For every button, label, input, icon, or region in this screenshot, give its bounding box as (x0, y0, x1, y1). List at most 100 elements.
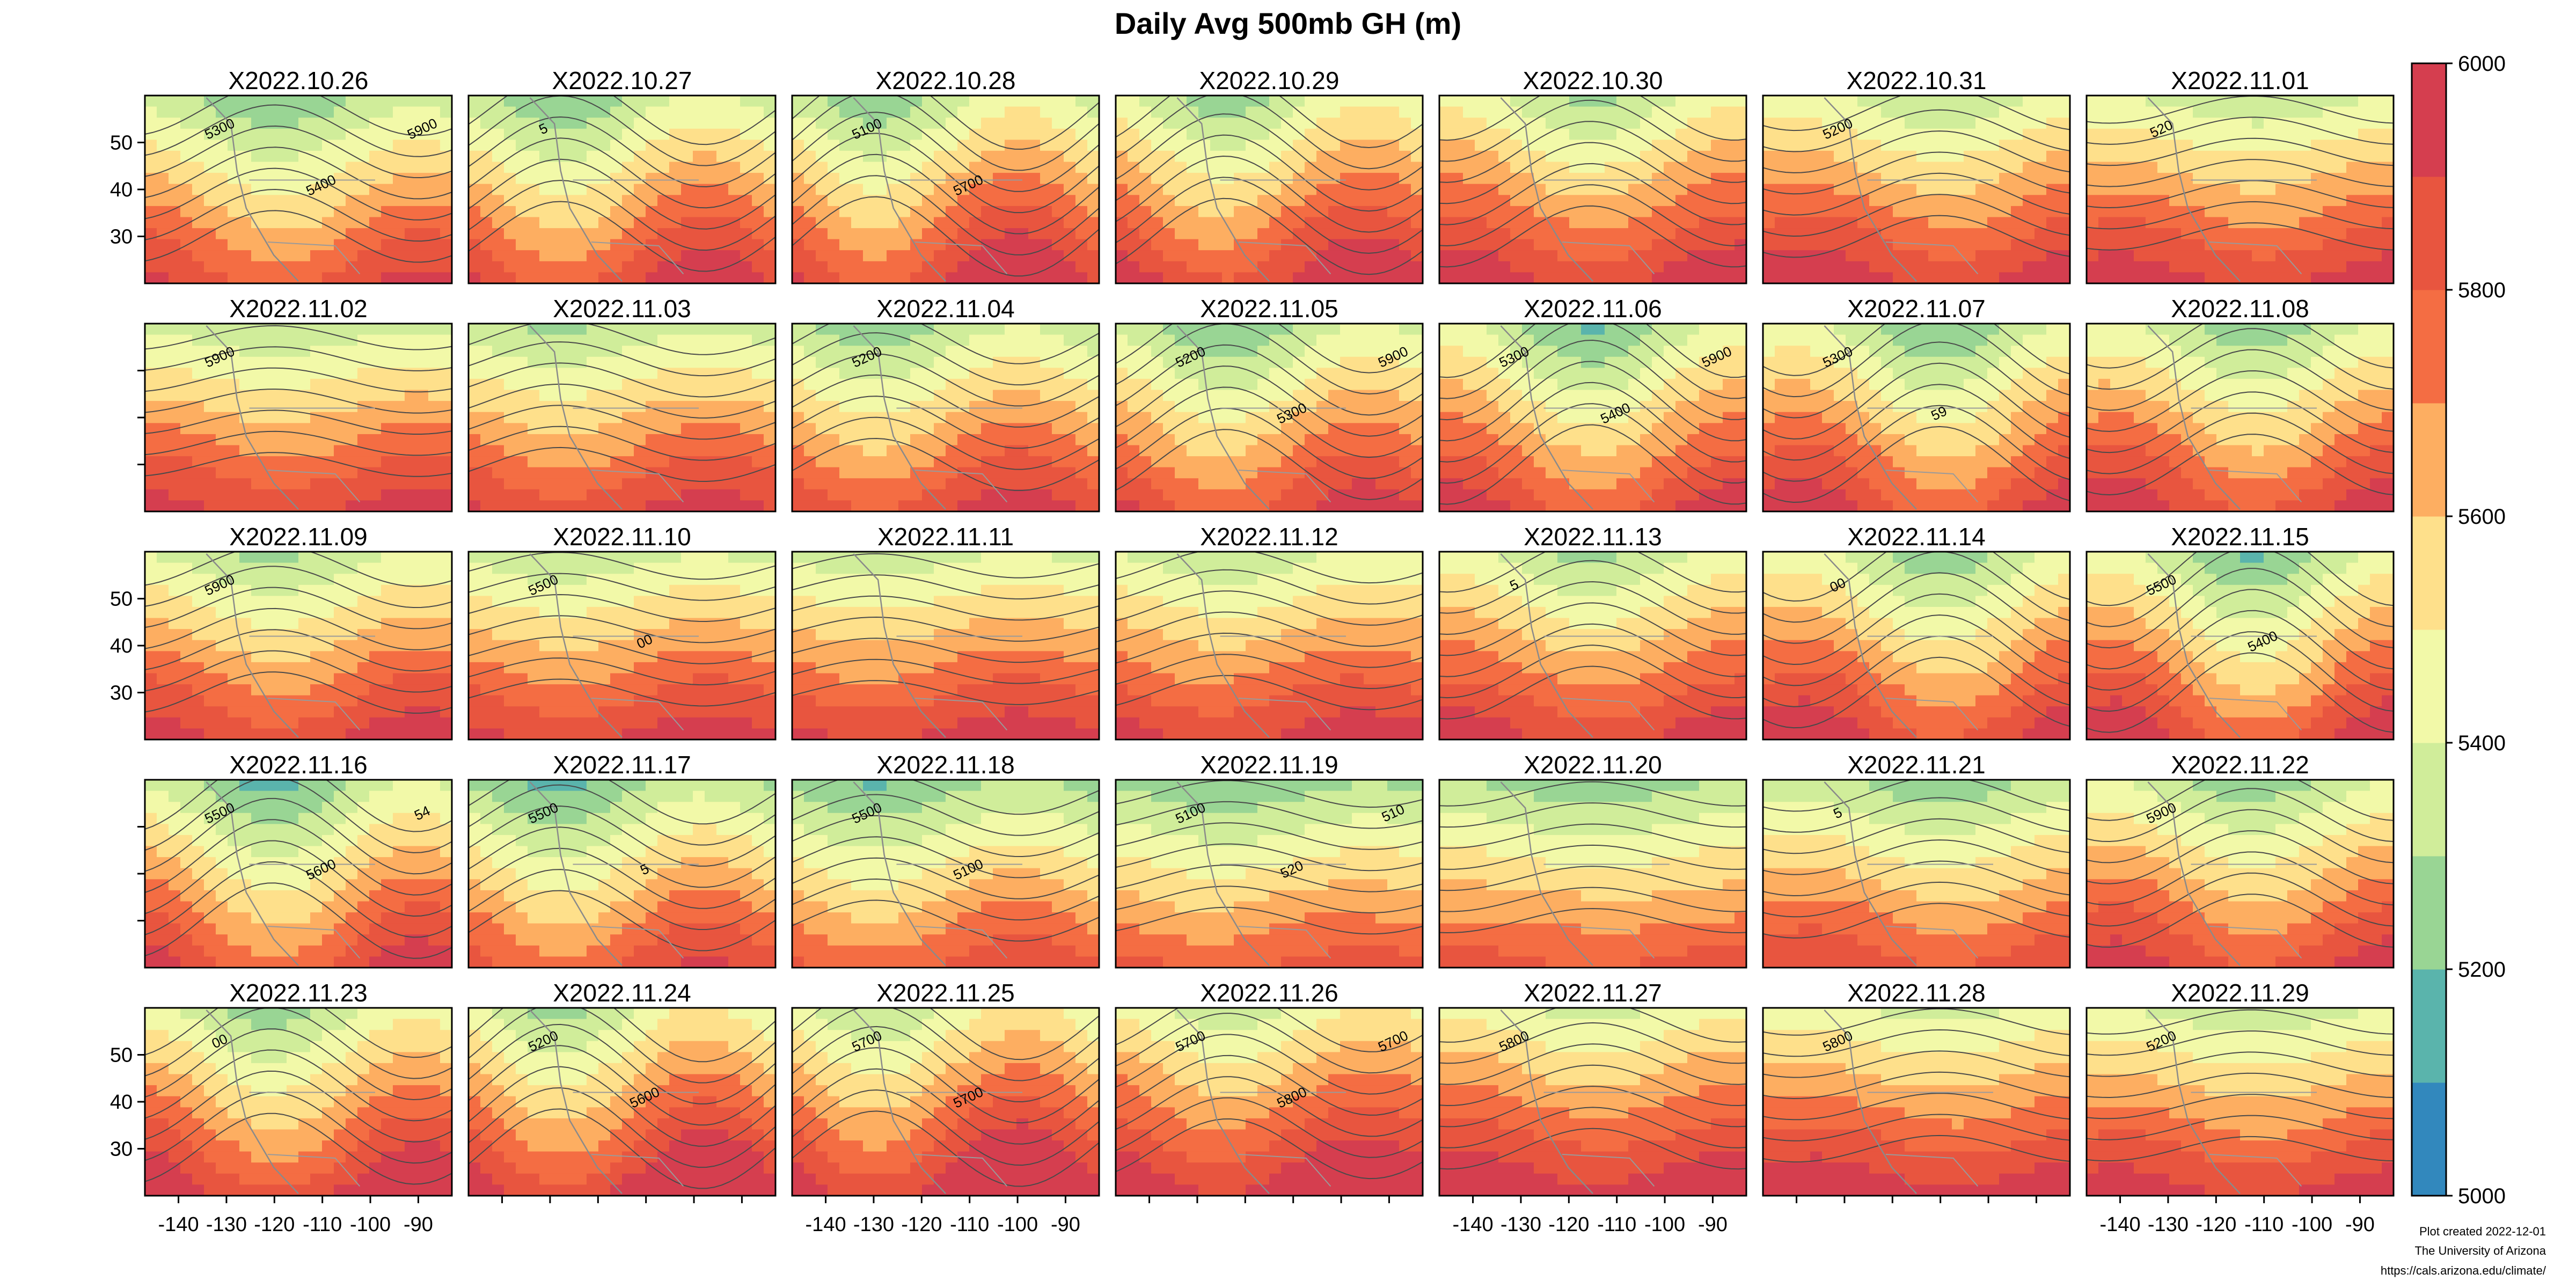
field-cell (381, 173, 393, 185)
field-cell (1735, 162, 1746, 173)
field-cell (2311, 272, 2323, 283)
field-cell (1546, 173, 1558, 185)
field-cell (192, 239, 204, 251)
field-cell (2110, 206, 2123, 218)
field-cell (740, 334, 752, 346)
field-cell (1534, 96, 1546, 107)
field-cell (1411, 173, 1423, 185)
field-cell (1028, 173, 1041, 185)
field-cell (1510, 128, 1523, 140)
field-cell (1399, 162, 1411, 173)
contour-line (1439, 163, 1746, 225)
field-cell (334, 500, 346, 511)
field-cell (969, 378, 982, 391)
field-cell (2023, 96, 2035, 107)
field-cell (563, 272, 575, 283)
field-cell (504, 423, 516, 435)
field-cell (1399, 324, 1411, 335)
field-cell (816, 334, 828, 346)
field-cell (381, 184, 393, 195)
field-cell (1222, 478, 1234, 490)
field-cell (239, 162, 252, 173)
field-cell (2205, 250, 2217, 262)
field-cell (1881, 150, 1893, 163)
field-cell (2011, 140, 2023, 151)
field-cell (839, 118, 852, 129)
field-cell (1293, 467, 1305, 479)
field-cell (1399, 217, 1411, 229)
field-cell (369, 456, 382, 468)
field-cell (922, 217, 934, 229)
field-cell (1064, 434, 1076, 446)
field-cell (239, 261, 252, 273)
field-cell (1151, 150, 1163, 163)
field-cell (728, 162, 741, 173)
field-cell (1664, 184, 1676, 195)
field-cell (416, 162, 429, 173)
field-cell (1987, 228, 2000, 240)
field-cell (851, 456, 863, 468)
field-cell (981, 434, 993, 446)
field-cell (1222, 445, 1234, 457)
field-cell (393, 228, 405, 240)
field-cell (145, 228, 157, 240)
field-cell (310, 390, 323, 401)
field-cell (2087, 184, 2099, 195)
field-cell (169, 239, 181, 251)
field-cell (2287, 272, 2300, 283)
field-cell (204, 434, 216, 446)
field-cell (145, 184, 157, 195)
field-cell (1222, 106, 1234, 118)
contour-line (792, 133, 1099, 214)
field-cell (1881, 173, 1893, 185)
field-cell (2058, 272, 2070, 283)
field-cell (1711, 206, 1723, 218)
field-cell (563, 217, 575, 229)
field-cell (416, 228, 429, 240)
field-cell (2169, 106, 2182, 118)
field-cell (1269, 272, 1282, 283)
field-cell (1498, 162, 1511, 173)
field-cell (922, 445, 934, 457)
field-cell (1364, 500, 1376, 511)
field-cell (693, 206, 705, 218)
field-cell (622, 500, 634, 511)
field-cell (1293, 96, 1305, 107)
field-cell (440, 162, 452, 173)
field-cell (239, 173, 252, 185)
field-cell (145, 390, 157, 401)
field-cell (2370, 272, 2382, 283)
field-cell (792, 162, 804, 173)
field-cell (1399, 489, 1411, 501)
field-cell (1763, 128, 1775, 140)
field-cell (1293, 261, 1305, 273)
field-cell (792, 195, 804, 207)
field-cell (440, 261, 452, 273)
field-cell (792, 401, 804, 413)
field-cell (1916, 217, 1929, 229)
field-cell (1005, 96, 1017, 107)
field-cell (539, 250, 552, 262)
field-cell (804, 489, 816, 501)
contour-line (469, 180, 775, 251)
field-cell (1640, 206, 1652, 218)
field-cell (528, 106, 540, 118)
field-cell (669, 324, 682, 335)
field-cell (922, 434, 934, 446)
field-cell (1087, 150, 1099, 163)
field-cell (705, 390, 717, 401)
field-cell (804, 334, 816, 346)
field-cell (575, 368, 587, 379)
field-cell (2087, 261, 2099, 273)
field-cell (1316, 334, 1329, 346)
field-cell (551, 346, 564, 357)
field-cell (1116, 206, 1128, 218)
field-cell (1463, 184, 1475, 195)
field-cell (610, 334, 623, 346)
field-cell (1687, 140, 1700, 151)
field-cell (1952, 261, 1964, 273)
field-cell (310, 334, 323, 346)
contour-line (1439, 205, 1746, 268)
field-cell (416, 489, 429, 501)
